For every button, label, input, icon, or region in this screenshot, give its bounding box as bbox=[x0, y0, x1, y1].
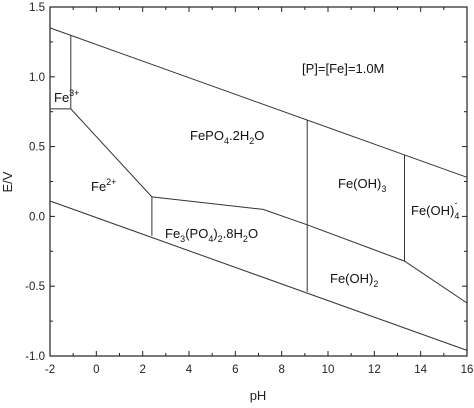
upper-water-line bbox=[49, 27, 468, 178]
y-tick-label: 0.0 bbox=[29, 211, 45, 223]
y-axis-ticks: -1.0 -0.5 0.0 0.5 1.0 1.5 bbox=[25, 2, 467, 363]
fe2-fepo4-boundary bbox=[70, 108, 153, 198]
y-tick-label: -1.0 bbox=[25, 351, 45, 363]
region-fe3-label: Fe3+ bbox=[54, 88, 79, 105]
region-fepo4-label: FePO4.2H2O bbox=[190, 128, 264, 146]
boundary-lines bbox=[49, 27, 468, 351]
x-tick-label: 0 bbox=[93, 364, 99, 376]
x-tick-label: 12 bbox=[368, 364, 381, 376]
concentration-annotation: [P]=[Fe]=1.0M bbox=[302, 61, 384, 76]
x-axis-ticks: -2 0 2 4 6 8 10 12 14 16 bbox=[45, 7, 474, 376]
x-tick-label: 2 bbox=[139, 364, 145, 376]
region-feoh4-label: Fe(OH)4- bbox=[411, 198, 459, 221]
region-fe2-label: Fe2+ bbox=[91, 177, 116, 194]
y-tick-label: -0.5 bbox=[25, 281, 45, 293]
x-tick-label: 16 bbox=[461, 364, 474, 376]
x-tick-label: 6 bbox=[232, 364, 238, 376]
fepo4-fe3po4-boundary bbox=[151, 196, 308, 226]
region-feoh3-label: Fe(OH)3 bbox=[338, 176, 386, 194]
y-tick-label: 1.0 bbox=[29, 72, 45, 84]
x-axis-title: pH bbox=[250, 388, 267, 403]
feoh3-feoh2-boundary bbox=[307, 224, 405, 262]
x-tick-label: 4 bbox=[186, 364, 193, 376]
x-tick-label: 10 bbox=[322, 364, 335, 376]
y-tick-label: 1.5 bbox=[29, 2, 45, 14]
y-tick-label: 0.5 bbox=[29, 142, 45, 154]
lower-water-line bbox=[49, 200, 468, 351]
region-feoh2-label: Fe(OH)2 bbox=[330, 271, 378, 289]
x-tick-label: 14 bbox=[414, 364, 427, 376]
y-axis-title: E/V bbox=[0, 171, 15, 192]
x-tick-label: 8 bbox=[278, 364, 284, 376]
x-tick-label: -2 bbox=[45, 364, 55, 376]
feoh4-feoh2-boundary bbox=[404, 260, 468, 304]
region-fe3po4-label: Fe3(PO4)2.8H2O bbox=[165, 226, 258, 244]
